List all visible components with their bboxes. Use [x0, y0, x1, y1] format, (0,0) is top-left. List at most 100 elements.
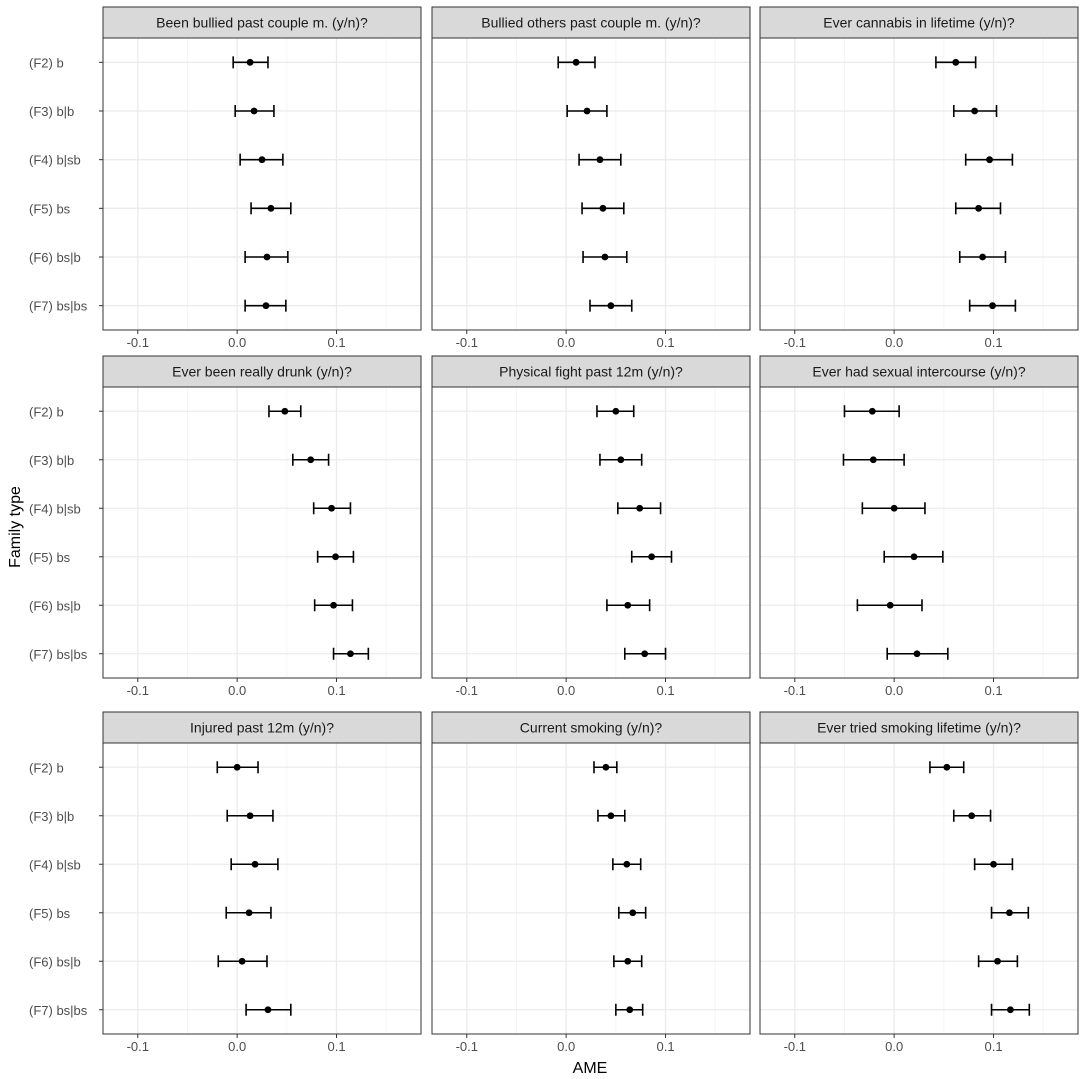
- y-tick-label: (F3) b|b: [29, 453, 74, 468]
- facet-strip: [759, 711, 1079, 744]
- y-tick-label: (F5) bs: [29, 550, 71, 565]
- estimate-point: [990, 860, 997, 868]
- x-tick-label: 0.1: [984, 1039, 1002, 1054]
- estimate-point: [602, 763, 610, 771]
- x-tick-label: 0.0: [228, 683, 246, 698]
- panel-border: [431, 386, 751, 679]
- facet-strip: [759, 355, 1079, 388]
- x-tick-label: 0.1: [984, 335, 1002, 350]
- estimate-point: [250, 107, 258, 115]
- estimate-point: [626, 1006, 634, 1014]
- estimate-point: [267, 204, 275, 212]
- estimate-point: [629, 909, 637, 917]
- estimate-point: [332, 553, 339, 561]
- estimate-point: [307, 456, 315, 464]
- x-tick-label: -0.1: [784, 683, 806, 698]
- facet-title: Current smoking (y/n)?: [520, 720, 663, 736]
- estimate-point: [245, 909, 253, 917]
- estimate-point: [599, 204, 607, 212]
- panel-background: [760, 387, 1078, 678]
- facets-layer: Been bullied past couple m. (y/n)? -0.1 0.…: [29, 6, 1079, 1054]
- facet-panel: Current smoking (y/n)? -0.1 0.0 0.1: [431, 711, 751, 1054]
- x-tick-label: 0.0: [557, 1039, 575, 1054]
- facet-panel: Ever tried smoking lifetime (y/n)? -0.1 0.…: [759, 711, 1079, 1054]
- estimate-point: [868, 407, 876, 415]
- y-tick-label: (F7) bs|bs: [29, 1003, 88, 1018]
- panel-background: [760, 38, 1078, 330]
- estimate-point: [886, 601, 894, 609]
- estimate-point: [233, 763, 241, 771]
- estimate-point: [258, 156, 266, 164]
- panel-border: [102, 386, 422, 679]
- estimate-point: [623, 860, 631, 868]
- x-tick-label: 0.1: [327, 683, 345, 698]
- x-tick-label: -0.1: [127, 1039, 149, 1054]
- y-tick-label: (F2) b: [29, 55, 64, 70]
- facet-panel: Ever cannabis in lifetime (y/n)? -0.1 0.0 0…: [759, 6, 1079, 350]
- estimate-point: [890, 504, 898, 512]
- estimate-point: [943, 763, 951, 771]
- estimate-point: [281, 407, 289, 415]
- facet-strip: [102, 6, 422, 39]
- x-axis-title: AME: [573, 1060, 608, 1077]
- y-tick-label: (F4) b|sb: [29, 857, 81, 872]
- x-tick-label: 0.0: [228, 335, 246, 350]
- facet-strip: [102, 355, 422, 388]
- x-tick-label: 0.1: [327, 335, 345, 350]
- estimate-point: [975, 204, 983, 212]
- y-axis-title: Family type: [7, 486, 24, 568]
- estimate-point: [994, 957, 1001, 965]
- y-tick-label: (F2) b: [29, 760, 64, 775]
- estimate-point: [264, 1006, 272, 1014]
- estimate-point: [1007, 1006, 1014, 1014]
- panel-border: [759, 37, 1079, 331]
- estimate-point: [572, 58, 580, 66]
- estimate-point: [246, 58, 254, 66]
- estimate-point: [624, 957, 632, 965]
- panel-background: [432, 387, 750, 678]
- panel-border: [102, 37, 422, 331]
- estimate-point: [989, 302, 996, 310]
- estimate-point: [347, 650, 354, 658]
- facet-title: Bullied others past couple m. (y/n)?: [481, 15, 701, 31]
- y-tick-label: (F7) bs|bs: [29, 647, 88, 662]
- panel-background: [103, 38, 421, 330]
- x-tick-label: -0.1: [456, 335, 478, 350]
- x-tick-label: -0.1: [456, 1039, 478, 1054]
- x-tick-label: -0.1: [127, 335, 149, 350]
- y-tick-label: (F7) bs|bs: [29, 299, 88, 314]
- facet-panel: Physical fight past 12m (y/n)? -0.1 0.0 0.1: [431, 355, 751, 698]
- panel-background: [432, 38, 750, 330]
- panel-background: [103, 743, 421, 1034]
- facet-title: Ever cannabis in lifetime (y/n)?: [823, 15, 1015, 31]
- estimate-point: [607, 302, 615, 310]
- facet-panel: Ever had sexual intercourse (y/n)? -0.1 0.…: [759, 355, 1079, 698]
- estimate-point: [971, 107, 979, 115]
- estimate-point: [246, 812, 254, 820]
- estimate-point: [583, 107, 591, 115]
- estimate-point: [601, 253, 609, 261]
- estimate-point: [869, 456, 877, 464]
- x-tick-label: 0.1: [656, 335, 674, 350]
- x-tick-label: -0.1: [456, 683, 478, 698]
- y-tick-label: (F5) bs: [29, 201, 71, 216]
- estimate-point: [1006, 909, 1013, 917]
- x-tick-label: 0.1: [327, 1039, 345, 1054]
- x-tick-label: 0.1: [984, 683, 1002, 698]
- facet-strip: [431, 6, 751, 39]
- facet-panel: Ever been really drunk (y/n)? -0.1 0.0 0.1 (…: [29, 355, 422, 698]
- y-tick-label: (F6) bs|b: [29, 954, 81, 969]
- x-tick-label: 0.0: [885, 683, 903, 698]
- facet-strip: [431, 711, 751, 744]
- panel-border: [431, 742, 751, 1035]
- y-tick-label: (F6) bs|b: [29, 250, 81, 265]
- facet-title: Ever had sexual intercourse (y/n)?: [812, 364, 1025, 380]
- y-tick-label: (F5) bs: [29, 906, 71, 921]
- panel-background: [760, 743, 1078, 1034]
- estimate-point: [607, 812, 615, 820]
- estimate-point: [328, 504, 335, 512]
- panel-background: [432, 743, 750, 1034]
- y-tick-label: (F3) b|b: [29, 104, 74, 119]
- estimate-point: [910, 553, 918, 561]
